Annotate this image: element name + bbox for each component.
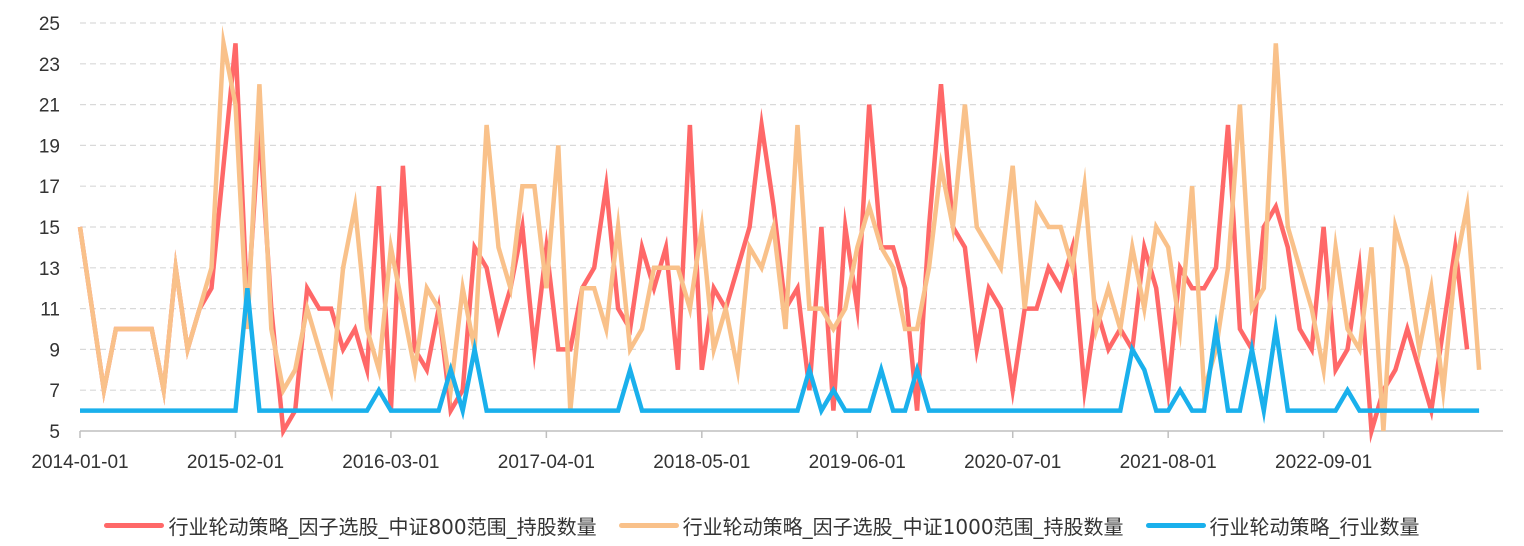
y-tick-label: 17 [39,177,60,198]
legend-swatch-industry-count [1145,522,1206,528]
y-tick-label: 25 [39,14,60,35]
y-tick-label: 5 [49,422,60,443]
y-tick-label: 21 [39,96,60,117]
x-axis-tick-labels: 2014-01-01 2015-02-01 2016-03-01 2017-04-01… [31,452,1372,473]
axes [79,430,1503,438]
legend-label-industry-count: 行业轮动策略_行业数量 [1209,514,1420,539]
y-tick-label: 19 [39,136,60,157]
x-tick-label: 2018-05-01 [653,452,750,473]
y-tick-label: 23 [39,55,60,76]
x-tick-label: 2015-02-01 [187,452,284,473]
legend-swatch-csi800 [104,522,165,528]
y-tick-label: 7 [49,381,60,402]
x-tick-label: 2017-04-01 [498,452,595,473]
y-tick-label: 13 [39,259,60,280]
x-tick-label: 2022-09-01 [1275,452,1372,473]
legend-label-csi800: 行业轮动策略_因子选股_中证800范围_持股数量 [168,514,597,539]
legend-item-csi1000[interactable]: 行业轮动策略_因子选股_中证1000范围_持股数量 [618,511,1124,540]
x-tick-label: 2016-03-01 [342,452,439,473]
series-line-2 [80,287,1480,424]
legend-item-industry-count[interactable]: 行业轮动策略_行业数量 [1145,511,1420,540]
legend-label-csi1000: 行业轮动策略_因子选股_中证1000范围_持股数量 [682,514,1124,539]
series-lines [77,25,1482,444]
x-tick-label: 2020-07-01 [964,452,1061,473]
legend-item-csi800[interactable]: 行业轮动策略_因子选股_中证800范围_持股数量 [104,511,597,540]
y-tick-label: 9 [49,340,60,361]
y-tick-label: 15 [39,218,60,239]
line-chart: 5 7 9 11 13 15 17 19 21 23 25 2014-01-01 2015-02-01… [31,14,1503,473]
series-line-1 [77,25,1482,432]
series-line-0 [77,43,1470,444]
legend: 行业轮动策略_因子选股_中证800范围_持股数量 行业轮动策略_因子选股_中证1… [0,508,1524,542]
x-tick-label: 2021-08-01 [1120,452,1217,473]
y-axis-tick-labels: 5 7 9 11 13 15 17 19 21 23 25 [39,14,60,443]
y-tick-label: 11 [40,300,60,321]
x-tick-label: 2019-06-01 [809,452,906,473]
legend-swatch-csi1000 [618,522,679,528]
x-tick-label: 2014-01-01 [31,452,128,473]
